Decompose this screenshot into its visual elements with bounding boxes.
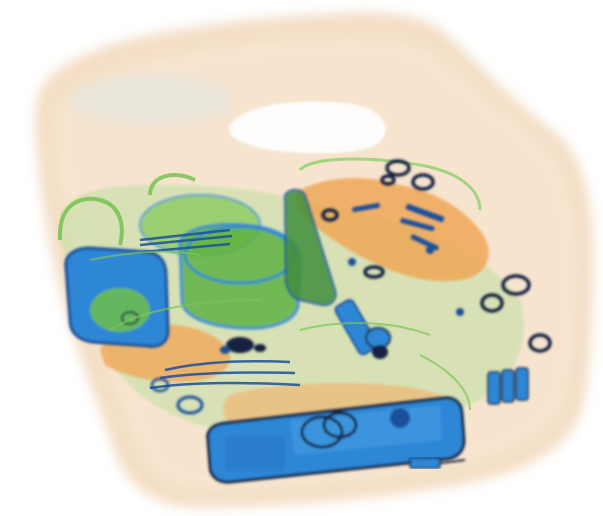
strap-loop-right bbox=[298, 157, 482, 211]
small-parts-cluster bbox=[348, 202, 464, 316]
haze-top-left bbox=[70, 75, 230, 125]
battery-cells bbox=[487, 367, 529, 405]
wheel-object bbox=[150, 377, 204, 415]
dense-cluster bbox=[220, 337, 266, 354]
blue-device-mid bbox=[334, 299, 391, 359]
strap-loop-mid bbox=[148, 173, 196, 196]
orange-region-right bbox=[295, 178, 489, 282]
fabric-outlines bbox=[89, 250, 471, 411]
small-tool-bottom bbox=[409, 457, 466, 469]
cable-bundle bbox=[139, 228, 301, 390]
blue-container-left bbox=[64, 246, 170, 348]
ring-objects bbox=[321, 159, 552, 353]
strap-loop-left bbox=[57, 196, 124, 246]
handle-opening bbox=[229, 101, 386, 154]
blue-case-bottom bbox=[206, 396, 466, 484]
tablet-device bbox=[283, 188, 337, 307]
